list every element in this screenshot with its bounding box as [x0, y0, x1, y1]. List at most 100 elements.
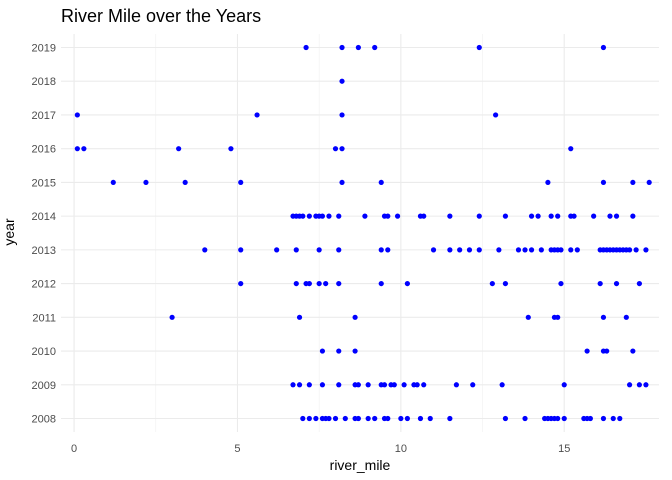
data-point: [378, 247, 384, 253]
data-point: [545, 179, 551, 186]
data-point: [600, 415, 607, 422]
data-point: [394, 213, 401, 219]
data-point: [643, 382, 649, 388]
data-point: [613, 213, 620, 219]
y-tick-label: 2010: [32, 346, 56, 358]
data-point: [362, 213, 368, 219]
data-point: [587, 415, 593, 422]
data-point: [238, 280, 244, 287]
data-point: [323, 280, 329, 287]
grid-lines: [61, 34, 659, 432]
data-point: [558, 247, 564, 253]
data-point: [528, 213, 535, 219]
data-point: [617, 415, 623, 422]
y-tick-label: 2011: [32, 312, 56, 324]
data-point: [319, 382, 326, 388]
y-tick-label: 2019: [32, 42, 56, 54]
data-point: [414, 382, 420, 388]
data-point: [202, 247, 208, 253]
data-point: [568, 247, 574, 253]
data-point: [303, 44, 309, 51]
data-point: [502, 280, 509, 287]
data-point: [522, 415, 528, 422]
data-point: [336, 382, 342, 388]
data-point: [548, 213, 554, 219]
data-point: [228, 146, 234, 152]
data-point: [306, 213, 312, 219]
data-point: [316, 280, 322, 287]
data-point: [453, 382, 459, 388]
data-point: [633, 247, 639, 253]
data-point: [607, 213, 613, 219]
data-point: [339, 112, 345, 118]
data-point: [555, 213, 561, 219]
data-point: [74, 146, 80, 152]
data-point: [391, 382, 397, 388]
data-point: [646, 179, 652, 186]
data-point: [447, 247, 453, 253]
data-point: [630, 348, 636, 354]
data-point: [319, 348, 326, 354]
data-point: [316, 247, 322, 253]
data-point: [626, 382, 633, 388]
data-point: [332, 146, 339, 152]
data-point: [274, 247, 280, 253]
data-point: [365, 382, 371, 388]
data-point: [476, 44, 482, 51]
data-point: [385, 213, 391, 219]
data-point: [238, 247, 244, 253]
data-point: [496, 247, 502, 253]
data-point: [643, 247, 649, 253]
y-axis-title: year: [1, 218, 17, 246]
data-point: [342, 415, 348, 422]
data-point: [476, 247, 482, 253]
data-point: [336, 348, 342, 354]
data-point: [630, 213, 636, 219]
y-tick-label: 2013: [32, 245, 56, 257]
data-point: [326, 415, 332, 422]
data-point: [306, 280, 312, 287]
data-point: [74, 112, 80, 118]
y-tick-label: 2009: [32, 380, 56, 392]
x-tick-label: 5: [234, 443, 240, 455]
data-point: [355, 382, 361, 388]
data-point: [355, 415, 361, 422]
data-point: [398, 415, 404, 422]
data-point: [515, 247, 522, 253]
data-point: [372, 415, 378, 422]
data-point: [336, 247, 342, 253]
data-point: [378, 280, 384, 287]
data-point: [499, 382, 505, 388]
data-point: [339, 44, 345, 51]
data-point: [385, 415, 391, 422]
data-point: [571, 213, 577, 219]
data-point: [182, 179, 188, 186]
data-point: [535, 213, 541, 219]
data-point: [385, 247, 391, 253]
data-point: [313, 415, 319, 422]
data-point: [296, 382, 303, 388]
y-tick-label: 2016: [32, 144, 56, 156]
data-point: [538, 247, 544, 253]
data-point: [555, 415, 561, 422]
data-point: [600, 44, 607, 51]
data-point: [525, 314, 531, 320]
data-point: [555, 314, 561, 320]
data-points: [74, 44, 652, 422]
data-point: [365, 415, 371, 422]
data-point: [457, 247, 463, 253]
data-point: [597, 280, 603, 287]
data-point: [339, 179, 345, 186]
data-point: [238, 179, 244, 186]
chart-title: River Mile over the Years: [61, 6, 262, 26]
y-tick-label: 2015: [32, 177, 56, 189]
data-point: [636, 280, 642, 287]
data-point: [401, 382, 407, 388]
data-point: [169, 314, 175, 320]
data-point: [528, 247, 535, 253]
data-point: [336, 213, 342, 219]
data-point: [293, 247, 299, 253]
data-point: [561, 415, 567, 422]
data-point: [293, 280, 299, 287]
